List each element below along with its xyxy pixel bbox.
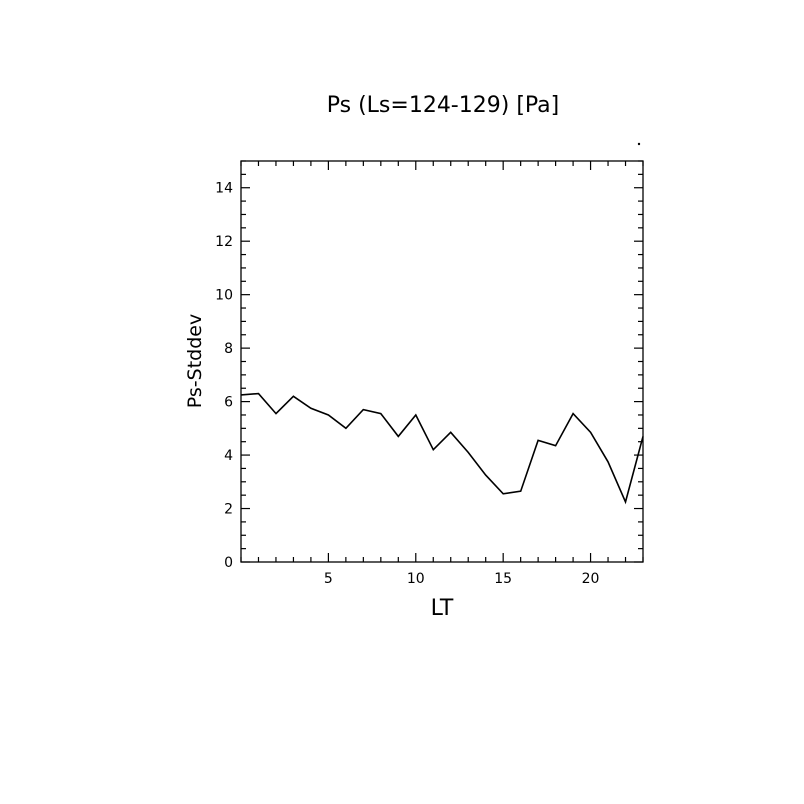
plot-frame xyxy=(240,160,644,563)
tick-labels: 5 10 15 20 0 2 4 6 8 10 12 14 xyxy=(215,181,599,587)
y-tick-label: 0 xyxy=(224,555,233,571)
y-tick-label: 6 xyxy=(224,395,233,411)
axis-ticks xyxy=(240,160,644,563)
y-tick-label: 2 xyxy=(224,502,233,518)
corner-dot-mark xyxy=(637,142,641,146)
y-tick-label: 4 xyxy=(224,448,233,464)
y-tick-label: 10 xyxy=(215,288,233,304)
y-tick-label: 8 xyxy=(224,341,233,357)
series-line xyxy=(240,392,644,505)
x-tick-label: 20 xyxy=(582,571,600,587)
y-tick-label: 14 xyxy=(215,181,233,197)
y-axis-label: Ps-Stddev xyxy=(184,314,206,408)
x-tick-label: 10 xyxy=(407,571,425,587)
y-tick-label: 12 xyxy=(215,234,233,250)
plot-area: 5 10 15 20 0 2 4 6 8 10 12 14 xyxy=(215,160,644,587)
x-axis-label: LT xyxy=(431,596,454,621)
chart-title: Ps (Ls=124-129) [Pa] xyxy=(327,93,560,118)
x-tick-label: 15 xyxy=(494,571,512,587)
x-tick-label: 5 xyxy=(324,571,333,587)
